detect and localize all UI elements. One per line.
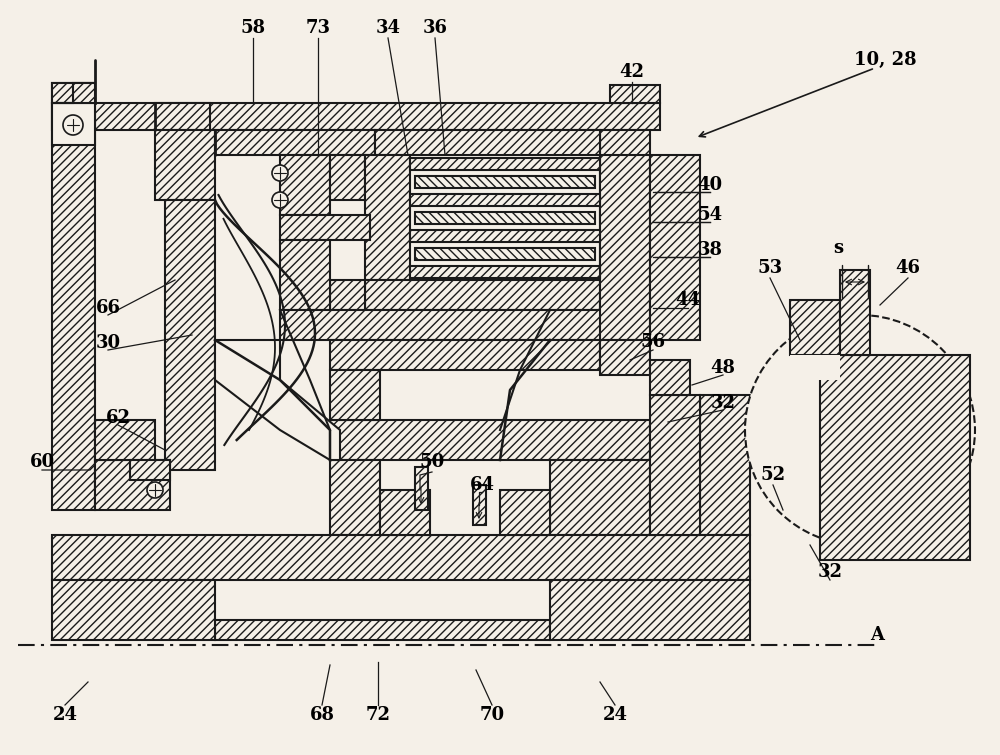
Text: 36: 36 <box>422 19 448 37</box>
Polygon shape <box>330 280 365 310</box>
Polygon shape <box>415 248 595 260</box>
Text: 30: 30 <box>95 334 121 352</box>
Polygon shape <box>52 83 95 103</box>
Text: 38: 38 <box>698 241 722 259</box>
Circle shape <box>147 482 163 498</box>
Polygon shape <box>130 460 170 480</box>
Polygon shape <box>610 85 660 103</box>
Text: 50: 50 <box>419 453 445 471</box>
Polygon shape <box>330 420 650 460</box>
Polygon shape <box>410 158 600 170</box>
Polygon shape <box>500 490 550 535</box>
Circle shape <box>272 192 288 208</box>
Text: 58: 58 <box>240 19 266 37</box>
Text: 40: 40 <box>697 176 723 194</box>
Polygon shape <box>790 300 840 355</box>
Polygon shape <box>215 155 280 340</box>
Polygon shape <box>365 155 410 280</box>
Polygon shape <box>330 370 380 420</box>
Circle shape <box>52 60 138 146</box>
Polygon shape <box>52 535 750 580</box>
Text: 46: 46 <box>896 259 920 277</box>
Polygon shape <box>410 266 600 278</box>
Polygon shape <box>155 103 660 130</box>
Polygon shape <box>155 130 215 200</box>
Text: 66: 66 <box>96 299 120 317</box>
Text: 73: 73 <box>306 19 330 37</box>
Text: s: s <box>833 239 843 257</box>
Text: 24: 24 <box>602 706 628 724</box>
Polygon shape <box>95 420 155 460</box>
Polygon shape <box>52 83 95 103</box>
Text: 53: 53 <box>757 259 783 277</box>
Polygon shape <box>415 176 595 188</box>
Polygon shape <box>52 103 95 510</box>
Text: 62: 62 <box>106 409 130 427</box>
Polygon shape <box>650 155 700 340</box>
Polygon shape <box>410 230 600 242</box>
Polygon shape <box>365 280 600 310</box>
Polygon shape <box>95 460 170 510</box>
Text: 54: 54 <box>697 206 723 224</box>
Polygon shape <box>330 460 380 535</box>
Text: 10, 28: 10, 28 <box>854 51 916 69</box>
Polygon shape <box>410 194 600 206</box>
Polygon shape <box>700 395 750 535</box>
Text: 34: 34 <box>376 19 400 37</box>
Polygon shape <box>415 467 428 510</box>
Polygon shape <box>280 215 370 240</box>
Polygon shape <box>650 395 700 535</box>
Polygon shape <box>650 360 690 395</box>
Circle shape <box>63 115 83 135</box>
Polygon shape <box>52 580 215 640</box>
Polygon shape <box>550 580 750 640</box>
Polygon shape <box>600 340 650 375</box>
Polygon shape <box>280 155 330 215</box>
Text: 24: 24 <box>52 706 78 724</box>
Polygon shape <box>330 340 600 370</box>
Polygon shape <box>600 155 650 340</box>
Polygon shape <box>380 490 430 535</box>
Text: 42: 42 <box>620 63 644 81</box>
Polygon shape <box>215 155 280 420</box>
Polygon shape <box>52 103 210 130</box>
Polygon shape <box>215 130 375 155</box>
Polygon shape <box>415 212 595 224</box>
Text: 32: 32 <box>818 563 842 581</box>
Polygon shape <box>280 310 650 340</box>
Circle shape <box>272 165 288 181</box>
Polygon shape <box>280 240 330 310</box>
Polygon shape <box>840 270 870 355</box>
Polygon shape <box>790 355 840 380</box>
Text: 52: 52 <box>760 466 786 484</box>
Text: 32: 32 <box>710 394 736 412</box>
Polygon shape <box>473 485 486 525</box>
Polygon shape <box>155 155 670 600</box>
Polygon shape <box>550 460 650 535</box>
Text: A: A <box>870 626 884 644</box>
Polygon shape <box>52 83 95 145</box>
Text: 44: 44 <box>676 291 700 309</box>
Polygon shape <box>215 620 550 640</box>
Polygon shape <box>215 340 340 460</box>
Text: 70: 70 <box>479 706 505 724</box>
Polygon shape <box>165 200 215 470</box>
Text: 56: 56 <box>640 333 666 351</box>
Polygon shape <box>375 130 600 155</box>
Polygon shape <box>820 355 970 560</box>
Polygon shape <box>600 130 650 320</box>
Text: 64: 64 <box>470 476 494 494</box>
Text: 60: 60 <box>29 453 55 471</box>
Text: 72: 72 <box>366 706 390 724</box>
Text: 48: 48 <box>710 359 736 377</box>
Circle shape <box>745 315 975 545</box>
Text: 68: 68 <box>310 706 334 724</box>
Polygon shape <box>330 155 365 200</box>
